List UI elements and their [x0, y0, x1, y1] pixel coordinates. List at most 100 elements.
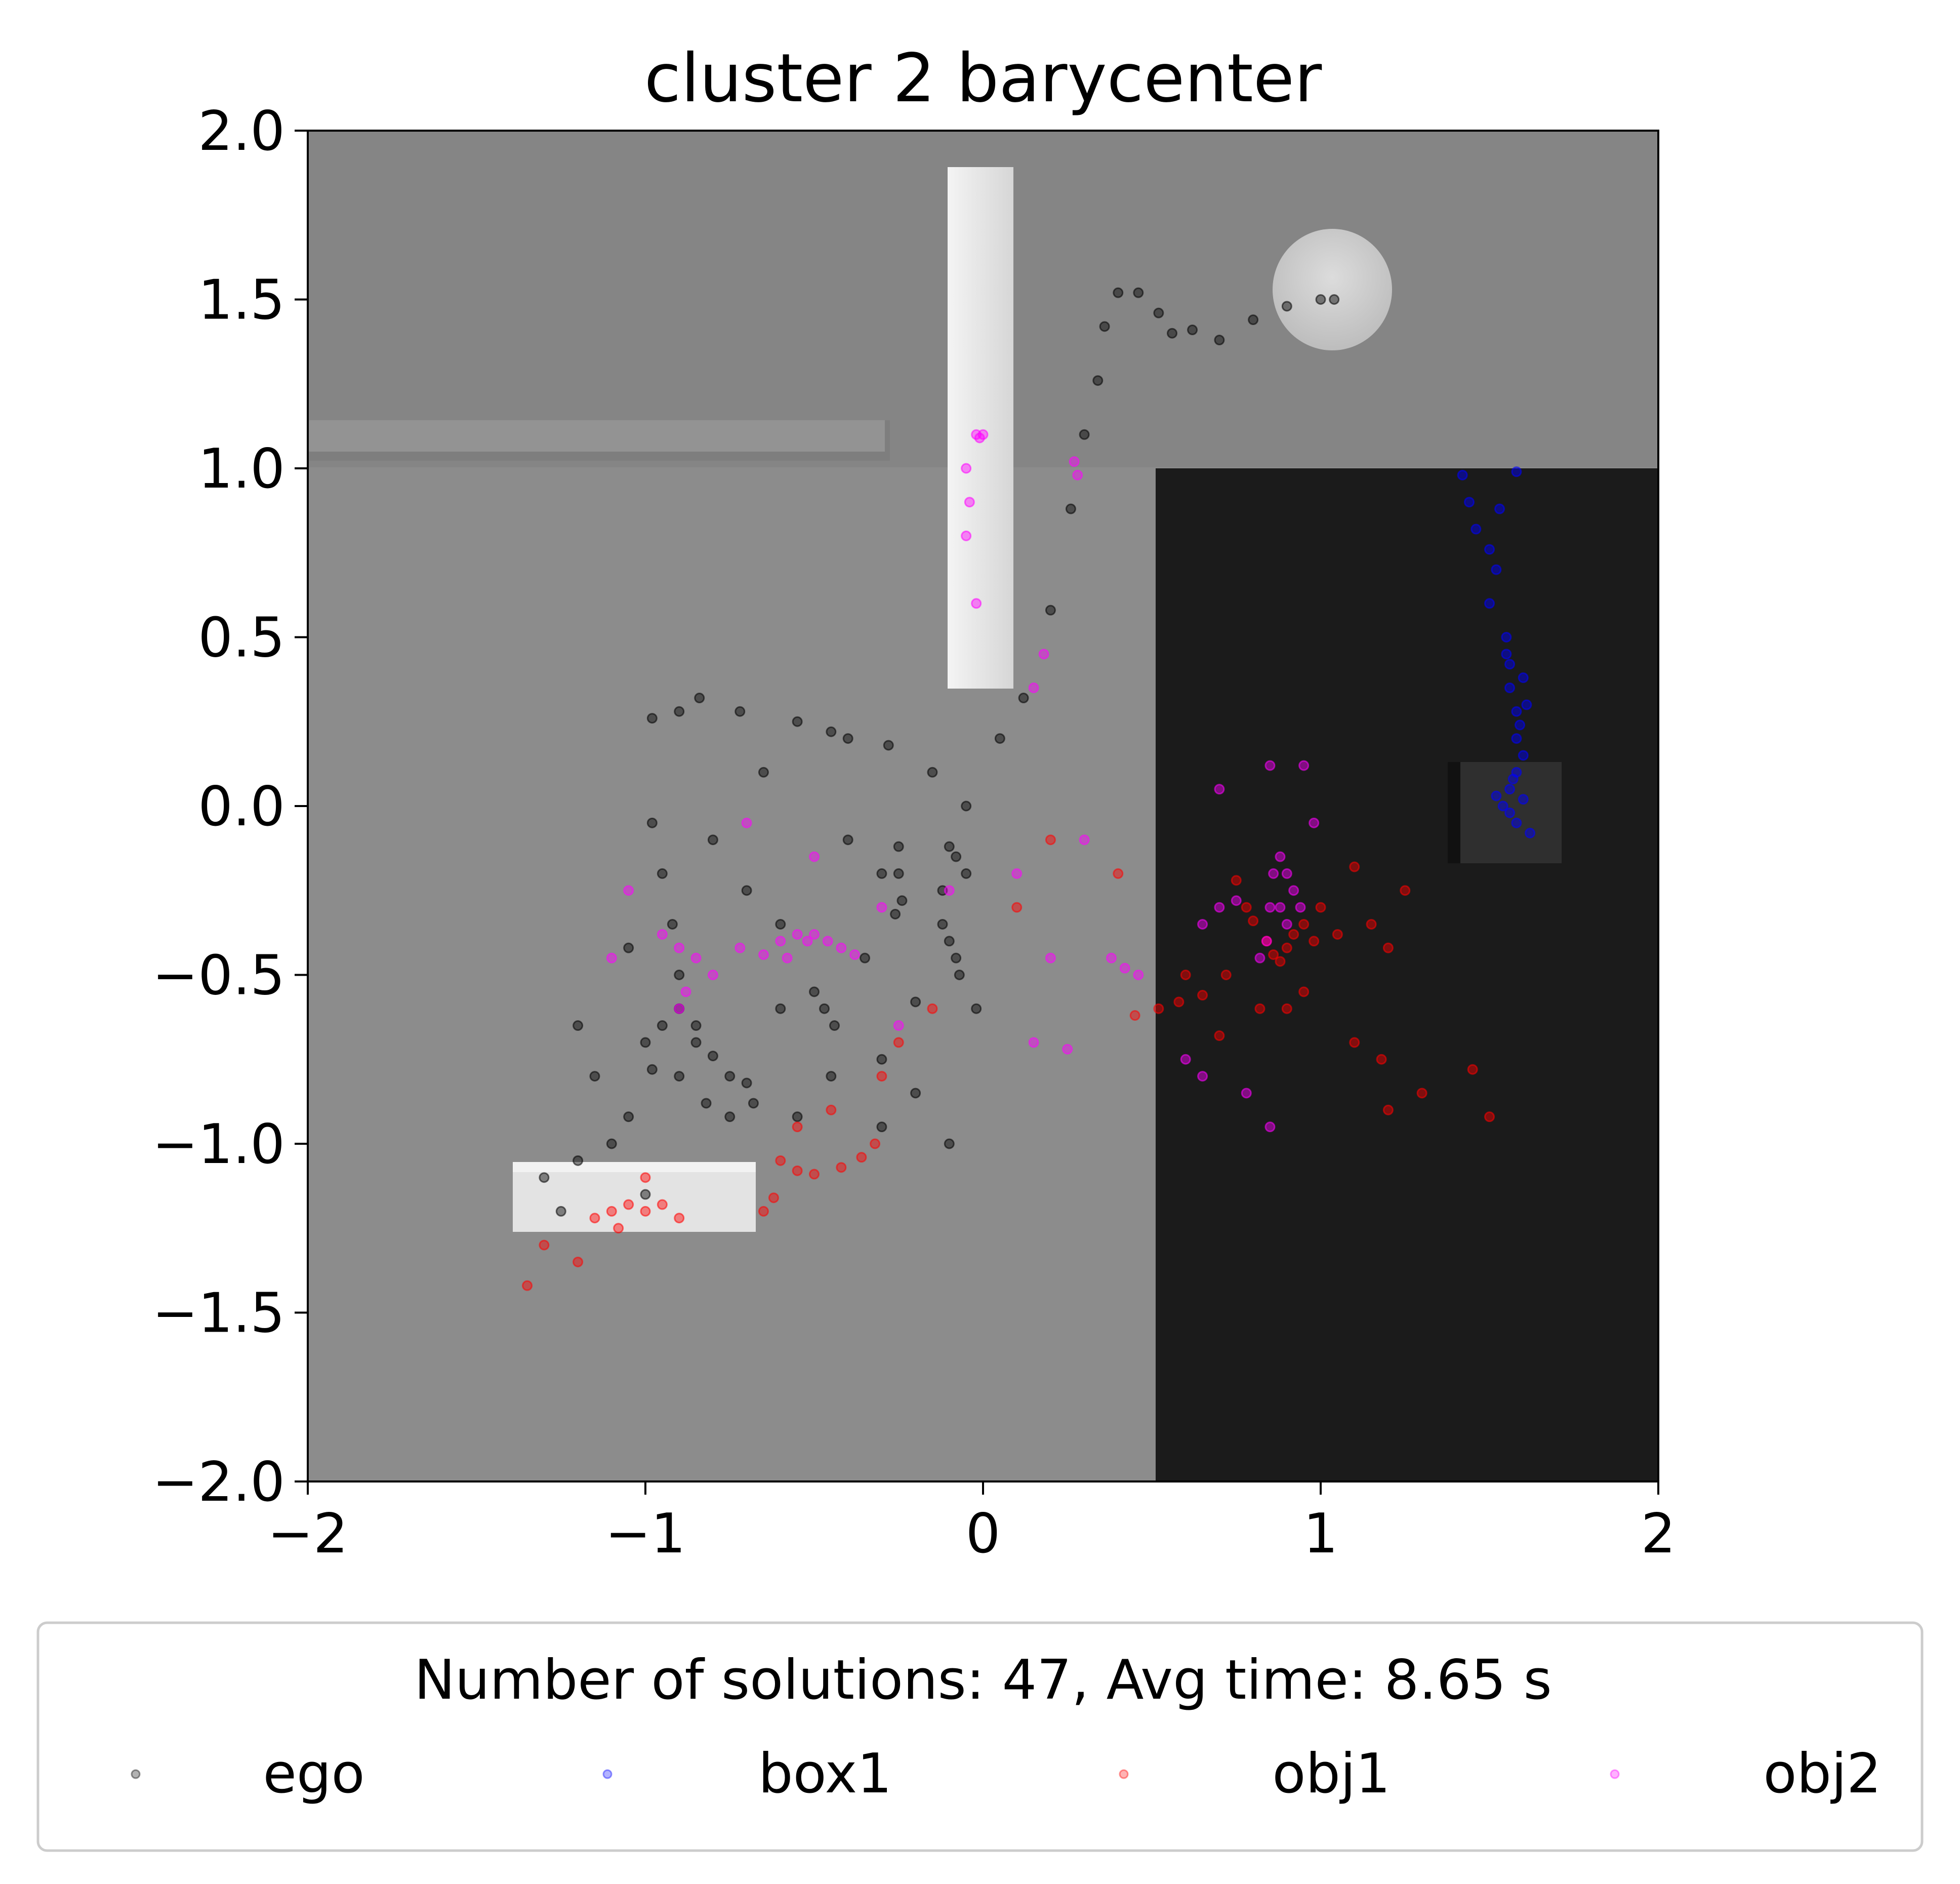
obj2-point: [944, 885, 955, 896]
obj1-point: [893, 1037, 904, 1048]
series-ego: [539, 287, 1340, 1217]
obj1-point: [1382, 942, 1394, 953]
ego-point: [944, 1138, 955, 1149]
ego-point: [994, 733, 1005, 744]
obj1-point: [1268, 949, 1279, 960]
ego-point: [606, 1138, 617, 1149]
box1-point: [1511, 466, 1522, 477]
y-tick-label: −1.0: [152, 1113, 285, 1176]
obj1-point: [1173, 996, 1185, 1008]
obj2-point: [1254, 952, 1265, 964]
obj1-point: [1298, 986, 1310, 997]
ego-point: [741, 1077, 752, 1089]
obj2-point: [1261, 936, 1272, 947]
obj1-point: [1248, 915, 1259, 927]
obj2-point: [690, 952, 702, 964]
obj1-point: [1275, 956, 1286, 967]
obj2-point: [674, 1003, 685, 1014]
obj1-point: [758, 1206, 769, 1217]
obj2-point: [606, 952, 617, 964]
ego-point: [646, 1064, 658, 1075]
obj1-point: [1382, 1104, 1394, 1115]
obj2-point: [977, 429, 989, 440]
ego-point: [883, 740, 894, 751]
obj1-point: [1214, 1030, 1225, 1041]
ego-point: [694, 693, 705, 704]
ego-point: [573, 1020, 584, 1031]
legend-marker-ego: [131, 1769, 141, 1779]
obj1-point: [1416, 1088, 1427, 1099]
obj1-point: [1153, 1003, 1164, 1014]
obj2-point: [1231, 895, 1242, 906]
obj2-point: [1062, 1044, 1073, 1055]
obj1-point: [1254, 1003, 1265, 1014]
ego-point: [640, 1189, 651, 1200]
obj1-point: [539, 1239, 550, 1251]
ego-point: [539, 1172, 550, 1183]
ego-point: [961, 868, 972, 879]
ego-point: [826, 726, 837, 737]
box1-point: [1518, 750, 1529, 761]
obj2-point: [1298, 760, 1310, 771]
obj2-point: [836, 942, 847, 953]
ego-point: [954, 970, 965, 980]
y-axis: 2.0 1.5 1.0 0.5 0.0 −0.5 −1.0 −1.5 −2.0: [152, 100, 308, 1514]
y-tick-label: 0.5: [198, 607, 285, 670]
obj1-point: [1220, 970, 1232, 980]
obj2-point: [1309, 817, 1320, 828]
chart-title: cluster 2 barycenter: [644, 39, 1322, 117]
y-tick-label: 1.5: [198, 269, 285, 332]
ego-point: [1045, 605, 1056, 616]
x-tick-label: 2: [1641, 1502, 1676, 1566]
obj1-point: [836, 1162, 847, 1173]
legend-label-obj2: obj2: [1763, 1742, 1881, 1806]
ego-point: [896, 895, 908, 906]
legend-marker-box1: [602, 1769, 612, 1779]
obj1-point: [792, 1121, 803, 1133]
obj2-point: [674, 942, 685, 953]
ego-point: [657, 868, 668, 879]
obj1-point: [606, 1206, 617, 1217]
ego-point: [1079, 429, 1090, 440]
obj2-point: [1069, 456, 1080, 467]
ego-point: [690, 1037, 702, 1048]
pillar: [948, 167, 1013, 689]
box1-point: [1501, 649, 1512, 660]
ego-point: [1214, 335, 1225, 346]
box1-point: [1504, 807, 1516, 818]
box1-point: [1471, 524, 1482, 535]
legend-marker-obj2: [1610, 1769, 1620, 1779]
ego-point: [1099, 321, 1110, 332]
scene-background: [308, 131, 1658, 1481]
ego-point: [623, 942, 634, 953]
obj1-point: [1288, 929, 1299, 940]
ego-point: [893, 868, 904, 879]
x-tick-label: 1: [1303, 1502, 1338, 1566]
ego-point: [1281, 301, 1292, 312]
legend-entries: ego box1 obj1 obj2: [131, 1742, 1882, 1806]
ego-point: [748, 1098, 759, 1109]
box1-point: [1521, 699, 1532, 710]
ego-point: [842, 733, 853, 744]
box1-point: [1491, 790, 1502, 801]
y-tick-label: −1.5: [152, 1282, 285, 1345]
obj1-point: [1241, 902, 1252, 913]
ego-point: [809, 986, 820, 997]
obj1-point: [1281, 942, 1292, 953]
ego-point: [623, 1111, 634, 1123]
ego-point: [792, 716, 803, 727]
obj2-point: [680, 986, 691, 997]
obj2-point: [734, 942, 746, 953]
ego-point: [724, 1071, 736, 1082]
obj2-point: [1268, 868, 1279, 879]
obj2-point: [961, 530, 972, 541]
obj1-point: [1400, 885, 1411, 896]
obj2-point: [1028, 1037, 1039, 1048]
ego-point: [876, 868, 887, 879]
obj2-point: [971, 598, 982, 609]
box1-point: [1497, 800, 1508, 812]
obj2-point: [1038, 649, 1049, 660]
ego-point: [876, 1121, 887, 1133]
obj2-point: [1197, 918, 1208, 930]
